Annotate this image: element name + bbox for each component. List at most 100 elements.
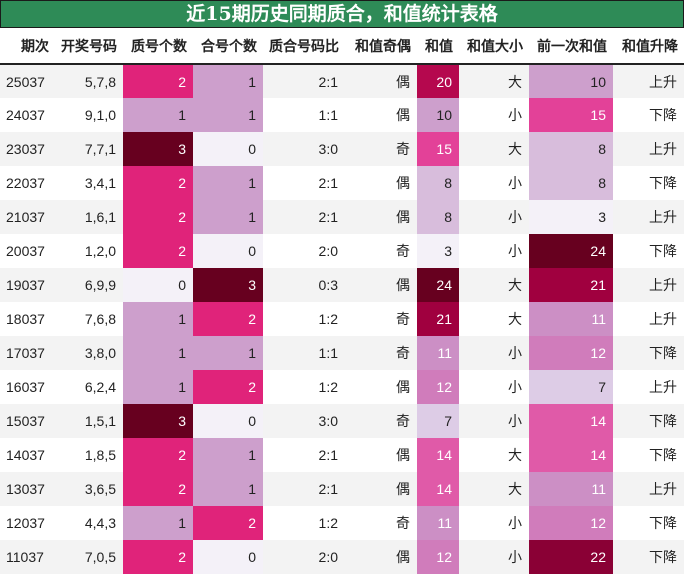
col-header-composite-count: 合号个数 bbox=[193, 28, 263, 65]
cell-sum: 11 bbox=[417, 336, 459, 370]
cell-sum: 3 bbox=[417, 234, 459, 268]
cell-sum-size: 小 bbox=[459, 166, 529, 200]
col-header-sum: 和值 bbox=[417, 28, 459, 65]
cell-prime-count: 1 bbox=[123, 336, 193, 370]
cell-prime-count: 2 bbox=[123, 540, 193, 574]
cell-trend: 上升 bbox=[613, 64, 684, 98]
col-header-prime-count: 质号个数 bbox=[123, 28, 193, 65]
table-row: 20037 1,2,0 2 0 2:0 奇 3 小 24 下降 bbox=[0, 234, 684, 268]
cell-numbers: 7,7,1 bbox=[55, 132, 123, 166]
cell-sum: 10 bbox=[417, 98, 459, 132]
cell-trend: 下降 bbox=[613, 234, 684, 268]
col-header-period: 期次 bbox=[0, 28, 55, 65]
cell-ratio: 3:0 bbox=[263, 132, 345, 166]
cell-prime-count: 3 bbox=[123, 404, 193, 438]
cell-sum-parity: 偶 bbox=[345, 540, 417, 574]
cell-ratio: 2:1 bbox=[263, 200, 345, 234]
cell-sum-size: 小 bbox=[459, 200, 529, 234]
cell-prev-sum: 21 bbox=[529, 268, 613, 302]
header-row: 期次 开奖号码 质号个数 合号个数 质合号码比 和值奇偶 和值 和值大小 前一次… bbox=[0, 28, 684, 65]
cell-trend: 上升 bbox=[613, 132, 684, 166]
cell-prev-sum: 8 bbox=[529, 132, 613, 166]
cell-sum-size: 小 bbox=[459, 336, 529, 370]
cell-ratio: 1:2 bbox=[263, 302, 345, 336]
cell-period: 11037 bbox=[0, 540, 55, 574]
cell-prime-count: 2 bbox=[123, 234, 193, 268]
stats-table: 期次 开奖号码 质号个数 合号个数 质合号码比 和值奇偶 和值 和值大小 前一次… bbox=[0, 28, 684, 574]
cell-sum-parity: 偶 bbox=[345, 64, 417, 98]
cell-sum: 20 bbox=[417, 64, 459, 98]
cell-period: 25037 bbox=[0, 64, 55, 98]
cell-numbers: 6,2,4 bbox=[55, 370, 123, 404]
cell-sum: 24 bbox=[417, 268, 459, 302]
cell-sum-size: 大 bbox=[459, 64, 529, 98]
cell-sum-size: 小 bbox=[459, 540, 529, 574]
cell-prime-count: 2 bbox=[123, 438, 193, 472]
cell-period: 20037 bbox=[0, 234, 55, 268]
cell-sum: 8 bbox=[417, 166, 459, 200]
cell-composite-count: 1 bbox=[193, 166, 263, 200]
cell-prev-sum: 11 bbox=[529, 302, 613, 336]
cell-sum-parity: 偶 bbox=[345, 200, 417, 234]
cell-ratio: 1:1 bbox=[263, 98, 345, 132]
cell-period: 16037 bbox=[0, 370, 55, 404]
cell-sum-size: 小 bbox=[459, 234, 529, 268]
table-row: 14037 1,8,5 2 1 2:1 偶 14 大 14 下降 bbox=[0, 438, 684, 472]
table-title: 近15期历史同期质合，和值统计表格 bbox=[0, 0, 684, 28]
cell-prime-count: 2 bbox=[123, 64, 193, 98]
cell-prime-count: 2 bbox=[123, 166, 193, 200]
cell-sum: 12 bbox=[417, 540, 459, 574]
table-row: 25037 5,7,8 2 1 2:1 偶 20 大 10 上升 bbox=[0, 64, 684, 98]
cell-sum-parity: 偶 bbox=[345, 472, 417, 506]
cell-prime-count: 1 bbox=[123, 506, 193, 540]
cell-numbers: 1,2,0 bbox=[55, 234, 123, 268]
cell-trend: 上升 bbox=[613, 200, 684, 234]
cell-period: 13037 bbox=[0, 472, 55, 506]
cell-sum-parity: 奇 bbox=[345, 336, 417, 370]
cell-sum-size: 大 bbox=[459, 472, 529, 506]
cell-period: 14037 bbox=[0, 438, 55, 472]
col-header-trend: 和值升降 bbox=[613, 28, 684, 65]
table-row: 11037 7,0,5 2 0 2:0 偶 12 小 22 下降 bbox=[0, 540, 684, 574]
cell-composite-count: 1 bbox=[193, 200, 263, 234]
cell-sum: 15 bbox=[417, 132, 459, 166]
cell-prev-sum: 8 bbox=[529, 166, 613, 200]
cell-composite-count: 1 bbox=[193, 472, 263, 506]
cell-period: 19037 bbox=[0, 268, 55, 302]
cell-prev-sum: 12 bbox=[529, 506, 613, 540]
table-row: 13037 3,6,5 2 1 2:1 偶 14 大 11 上升 bbox=[0, 472, 684, 506]
cell-ratio: 1:2 bbox=[263, 506, 345, 540]
cell-period: 17037 bbox=[0, 336, 55, 370]
cell-period: 24037 bbox=[0, 98, 55, 132]
cell-sum-size: 大 bbox=[459, 302, 529, 336]
cell-prime-count: 0 bbox=[123, 268, 193, 302]
cell-ratio: 1:1 bbox=[263, 336, 345, 370]
cell-composite-count: 0 bbox=[193, 234, 263, 268]
cell-composite-count: 0 bbox=[193, 132, 263, 166]
cell-prime-count: 2 bbox=[123, 200, 193, 234]
cell-prev-sum: 14 bbox=[529, 404, 613, 438]
cell-composite-count: 0 bbox=[193, 404, 263, 438]
cell-numbers: 1,5,1 bbox=[55, 404, 123, 438]
table-row: 24037 9,1,0 1 1 1:1 偶 10 小 15 下降 bbox=[0, 98, 684, 132]
cell-sum-parity: 奇 bbox=[345, 234, 417, 268]
cell-sum: 14 bbox=[417, 472, 459, 506]
cell-sum-size: 大 bbox=[459, 438, 529, 472]
cell-sum: 11 bbox=[417, 506, 459, 540]
col-header-sum-size: 和值大小 bbox=[459, 28, 529, 65]
cell-period: 15037 bbox=[0, 404, 55, 438]
cell-sum: 21 bbox=[417, 302, 459, 336]
cell-prev-sum: 15 bbox=[529, 98, 613, 132]
cell-sum-size: 小 bbox=[459, 98, 529, 132]
cell-composite-count: 1 bbox=[193, 438, 263, 472]
cell-trend: 下降 bbox=[613, 98, 684, 132]
cell-sum-parity: 奇 bbox=[345, 132, 417, 166]
cell-composite-count: 2 bbox=[193, 370, 263, 404]
cell-sum: 14 bbox=[417, 438, 459, 472]
cell-prime-count: 1 bbox=[123, 370, 193, 404]
cell-composite-count: 1 bbox=[193, 98, 263, 132]
cell-sum-size: 小 bbox=[459, 370, 529, 404]
cell-sum: 12 bbox=[417, 370, 459, 404]
cell-ratio: 2:1 bbox=[263, 472, 345, 506]
cell-sum: 7 bbox=[417, 404, 459, 438]
